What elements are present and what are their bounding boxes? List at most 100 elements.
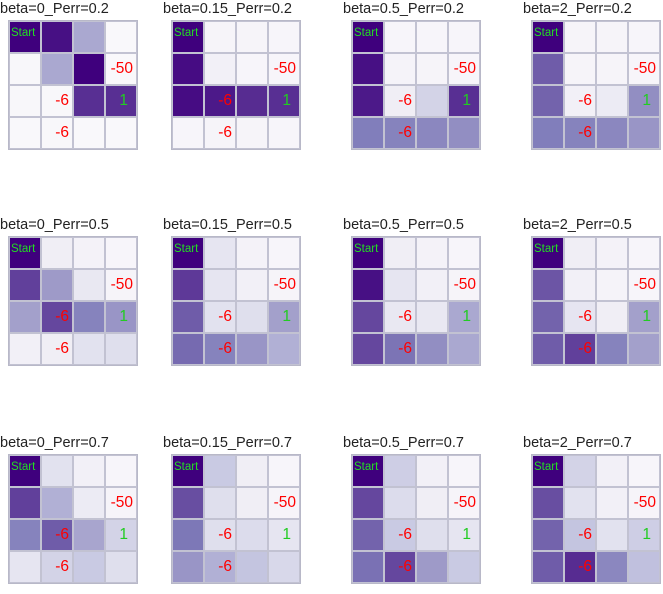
heatmap-cell: -50 [268,269,300,301]
heatmap-cell [9,333,41,365]
start-label: Start [11,461,36,473]
heatmap-cell [416,333,448,365]
heatmap-cell [596,117,628,149]
heatmap-cell: -6 [204,85,236,117]
heatmap-cell [352,551,384,583]
heatmap-cell: -50 [448,53,480,85]
goal-label: 1 [462,526,471,543]
heatmap-cell: -6 [564,85,596,117]
heatmap-cell [105,551,137,583]
heatmap-cell: -6 [564,333,596,365]
panel-title: beta=0.15_Perr=0.7 [163,435,292,451]
heatmap-cell: 1 [448,85,480,117]
penalty-label: -6 [398,340,412,357]
heatmap-cell [172,53,204,85]
heatmap-cell [352,269,384,301]
heatmap-cell [73,301,105,333]
penalty-label: -6 [218,124,232,141]
penalty-label: -6 [578,124,592,141]
heatmap-cell [73,333,105,365]
start-label: Start [354,27,379,39]
panel-title: beta=0_Perr=0.7 [0,435,109,451]
goal-label: 1 [642,308,651,325]
start-label: Start [174,243,199,255]
heatmap-cell [596,551,628,583]
heatmap-cell: -6 [204,301,236,333]
penalty-label: -6 [55,526,69,543]
heatmap-cell: -50 [628,53,660,85]
start-label: Start [534,27,559,39]
heatmap-cell [384,21,416,53]
heatmap-cell: 1 [448,519,480,551]
heatmap-cell: -50 [448,487,480,519]
penalty-label: -50 [273,494,296,511]
heatmap-cell: -50 [628,269,660,301]
heatmap-cell [532,487,564,519]
heatmap-cell: Start [352,21,384,53]
heatmap-cell [352,117,384,149]
heatmap-cell [416,487,448,519]
heatmap-panel: beta=0.15_Perr=0.7 Start -50 -6 1 -6 [163,434,323,594]
penalty-label: -6 [398,124,412,141]
heatmap-cell [204,455,236,487]
heatmap-cell [9,301,41,333]
heatmap-cell: -6 [384,519,416,551]
heatmap-cell: -6 [41,117,73,149]
penalty-label: -6 [55,558,69,575]
heatmap-grid: Start -50 -6 1 -6 [351,236,481,366]
heatmap-cell: -6 [204,333,236,365]
heatmap-cell: 1 [628,519,660,551]
heatmap-cell [172,551,204,583]
heatmap-cell [73,21,105,53]
penalty-label: -6 [398,92,412,109]
panel-title: beta=0.15_Perr=0.5 [163,217,292,233]
penalty-label: -6 [218,92,232,109]
heatmap-cell [41,269,73,301]
heatmap-cell: Start [172,21,204,53]
heatmap-cell [532,301,564,333]
heatmap-cell [236,117,268,149]
heatmap-cell [596,301,628,333]
goal-label: 1 [282,308,291,325]
heatmap-cell: 1 [268,85,300,117]
penalty-label: -6 [218,340,232,357]
heatmap-cell [204,269,236,301]
heatmap-cell [236,53,268,85]
penalty-label: -50 [273,276,296,293]
penalty-label: -50 [453,276,476,293]
heatmap-cell [384,455,416,487]
heatmap-cell [532,85,564,117]
heatmap-cell: 1 [268,301,300,333]
heatmap-cell [384,487,416,519]
goal-label: 1 [119,92,128,109]
heatmap-grid: Start -50 -6 1 -6 [8,20,138,150]
heatmap-cell [448,333,480,365]
heatmap-cell: -50 [448,269,480,301]
heatmap-cell: -6 [41,301,73,333]
heatmap-cell [628,117,660,149]
heatmap-cell [532,519,564,551]
heatmap-cell [448,117,480,149]
panel-title: beta=2_Perr=0.2 [523,1,632,17]
heatmap-cell [105,237,137,269]
heatmap-cell [596,85,628,117]
heatmap-cell [384,237,416,269]
heatmap-grid: Start -50 -6 1 -6 [531,236,661,366]
heatmap-cell [9,519,41,551]
heatmap-cell [172,117,204,149]
heatmap-cell [564,487,596,519]
heatmap-cell [352,487,384,519]
heatmap-cell [416,551,448,583]
heatmap-cell [204,487,236,519]
heatmap-cell [172,269,204,301]
heatmap-cell [73,269,105,301]
heatmap-cell [628,551,660,583]
penalty-label: -6 [398,558,412,575]
heatmap-panel: beta=2_Perr=0.7 Start -50 -6 1 -6 [523,434,663,594]
panel-title: beta=0.5_Perr=0.7 [343,435,464,451]
heatmap-cell [352,53,384,85]
heatmap-cell: 1 [448,301,480,333]
heatmap-cell [416,269,448,301]
heatmap-cell [596,53,628,85]
start-label: Start [534,243,559,255]
